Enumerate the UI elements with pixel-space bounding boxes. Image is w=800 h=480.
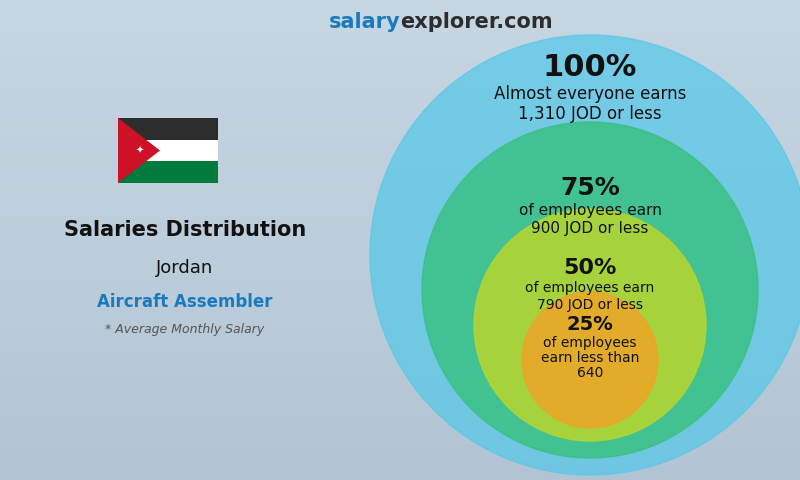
Circle shape: [522, 292, 658, 428]
Bar: [118, 140, 218, 161]
Text: ✦: ✦: [136, 145, 144, 156]
Text: Aircraft Assembler: Aircraft Assembler: [98, 293, 273, 311]
Text: 640: 640: [577, 366, 603, 380]
Text: of employees earn: of employees earn: [518, 203, 662, 217]
Bar: [118, 118, 218, 140]
Text: 100%: 100%: [543, 53, 637, 83]
Text: 790 JOD or less: 790 JOD or less: [537, 298, 643, 312]
Circle shape: [370, 35, 800, 475]
Text: earn less than: earn less than: [541, 351, 639, 365]
Text: salary: salary: [328, 12, 400, 32]
Text: Jordan: Jordan: [156, 259, 214, 277]
Text: Almost everyone earns: Almost everyone earns: [494, 85, 686, 103]
Polygon shape: [118, 118, 160, 183]
Text: explorer.com: explorer.com: [400, 12, 553, 32]
Text: Salaries Distribution: Salaries Distribution: [64, 220, 306, 240]
Text: 1,310 JOD or less: 1,310 JOD or less: [518, 105, 662, 123]
Text: * Average Monthly Salary: * Average Monthly Salary: [106, 324, 265, 336]
Circle shape: [474, 209, 706, 441]
Text: of employees: of employees: [543, 336, 637, 350]
Text: of employees earn: of employees earn: [526, 281, 654, 295]
Circle shape: [422, 122, 758, 458]
Text: 25%: 25%: [566, 315, 614, 335]
Bar: [118, 161, 218, 183]
Text: 75%: 75%: [560, 176, 620, 200]
Text: 50%: 50%: [563, 258, 617, 278]
Text: 900 JOD or less: 900 JOD or less: [531, 220, 649, 236]
